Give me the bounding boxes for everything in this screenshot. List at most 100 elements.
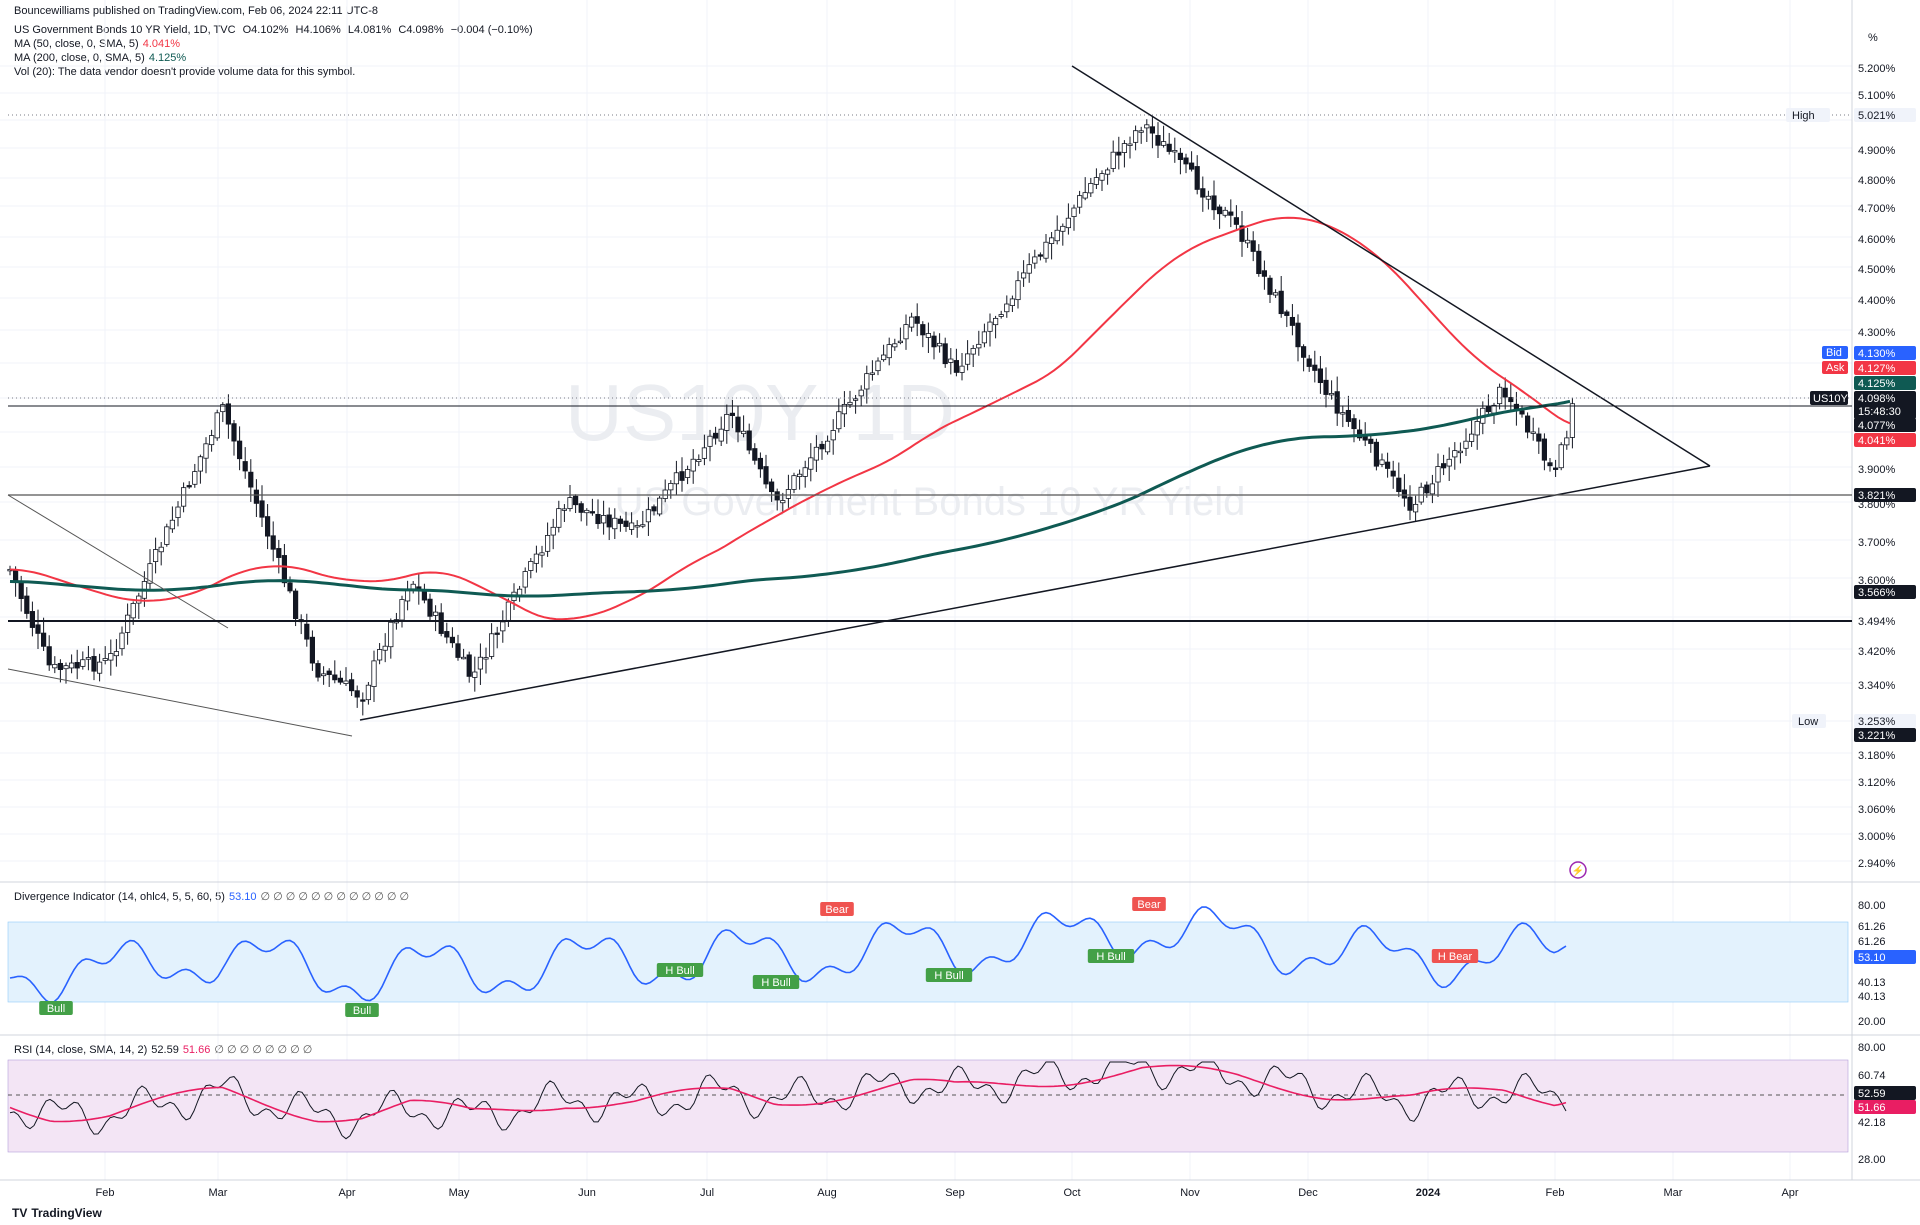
candle-body — [477, 656, 484, 670]
time-tick: Apr — [338, 1187, 355, 1199]
rsi-sma-current-bg — [1854, 1100, 1916, 1114]
watermark-name: US Government Bonds 10 YR Yield — [615, 480, 1246, 524]
candle-body — [1245, 239, 1251, 244]
candle-body — [494, 632, 500, 635]
open-value-bg — [1854, 418, 1916, 432]
candle-body — [1043, 241, 1049, 259]
candle-body — [589, 511, 596, 514]
candle-body — [1368, 438, 1374, 444]
price-tick: 3.420% — [1858, 646, 1896, 658]
price-tick: 5.200% — [1858, 63, 1896, 75]
candle-body — [460, 656, 467, 660]
candle-body — [253, 489, 259, 504]
candle-body — [802, 467, 808, 477]
tradingview-logo[interactable]: TV TradingView — [12, 1206, 102, 1220]
candle-body — [348, 679, 355, 692]
divergence-label: H Bear — [1438, 951, 1473, 963]
candle-body — [1261, 270, 1267, 277]
price-tick: 3.120% — [1858, 777, 1896, 789]
candle-body — [1138, 130, 1144, 133]
candle-body — [1474, 421, 1480, 436]
candle-body — [561, 508, 568, 511]
candle-body — [1385, 461, 1391, 469]
candle-body — [315, 663, 321, 678]
candle-body — [696, 459, 702, 463]
rsi-sma-value: 51.66 — [182, 1044, 211, 1056]
axis-unit: % — [1868, 32, 1878, 44]
channel-upper — [7, 494, 229, 629]
time-tick: Nov — [1180, 1187, 1200, 1199]
price-tick: 3.700% — [1858, 537, 1896, 549]
divergence-label-bg — [39, 1001, 73, 1015]
candle-body — [909, 316, 915, 328]
candle-body — [97, 661, 103, 674]
high-value-bg — [1854, 108, 1916, 122]
candle-body — [1334, 391, 1340, 414]
time-tick: Dec — [1298, 1187, 1318, 1199]
divergence-label-bg — [345, 1003, 379, 1017]
candle-body — [186, 485, 192, 488]
high-value: 5.021% — [1858, 110, 1896, 122]
symbol-legend[interactable]: US Government Bonds 10 YR Yield, 1D, TVC… — [14, 24, 537, 37]
candle-body — [741, 430, 747, 435]
divergence-tick: 40.13 — [1858, 977, 1886, 989]
divergence-legend[interactable]: Divergence Indicator (14, ohlc4, 5, 5, 6… — [14, 891, 410, 903]
ma50-axis-value: 4.041% — [1858, 435, 1896, 447]
candle-body — [651, 506, 657, 512]
candle-body — [1312, 364, 1318, 371]
candle-body — [1536, 433, 1542, 442]
channel-lower — [7, 668, 353, 737]
countdown: 15:48:30 — [1858, 406, 1901, 418]
price-tick: 4.600% — [1858, 234, 1896, 246]
candle-body — [1469, 433, 1475, 442]
ask-value-bg — [1854, 361, 1916, 375]
candle-body — [1166, 143, 1172, 152]
candle-body — [203, 443, 209, 459]
divergence-current-bg — [1854, 950, 1916, 964]
bid-value: 4.130% — [1858, 348, 1896, 360]
high-tag-bg — [1786, 108, 1830, 122]
ma200-legend[interactable]: MA (200, close, 0, SMA, 5) 4.125% — [14, 52, 187, 64]
time-tick: Jul — [700, 1187, 714, 1199]
candle-body — [533, 553, 540, 564]
candle-body — [1390, 470, 1396, 477]
ma50-legend[interactable]: MA (50, close, 0, SMA, 5) 4.041% — [14, 38, 181, 50]
candle-body — [752, 448, 758, 461]
candle-body — [629, 522, 635, 530]
candle-body — [606, 514, 612, 528]
candle-body — [869, 372, 876, 375]
candle-body — [80, 659, 86, 667]
divergence-label: H Bull — [1096, 951, 1125, 963]
candle-body — [164, 526, 170, 545]
candle-body — [1021, 272, 1027, 279]
candle-body — [231, 423, 237, 442]
candle-body — [1558, 444, 1564, 469]
candle-body — [46, 646, 52, 666]
candle-body — [1379, 459, 1385, 465]
rsi-legend[interactable]: RSI (14, close, SMA, 14, 2) 52.59 51.66 ∅ ∅… — [14, 1044, 313, 1056]
candle-body — [1099, 173, 1105, 181]
price-tick: 3.340% — [1858, 680, 1896, 692]
candle-body — [337, 677, 344, 683]
low-tag: Low — [1798, 716, 1818, 728]
support2-value-bg — [1854, 585, 1916, 599]
candle-body — [1183, 157, 1189, 165]
divergence-label-bg — [752, 975, 800, 989]
candle-body — [567, 497, 573, 509]
candle-body — [830, 430, 836, 441]
candle-body — [1351, 418, 1357, 430]
candle-body — [208, 435, 215, 446]
candle-body — [1424, 484, 1430, 494]
candle-body — [1144, 124, 1150, 129]
price-tick: 3.000% — [1858, 831, 1896, 843]
candle-body — [175, 506, 181, 518]
low-value: 3.253% — [1858, 716, 1896, 728]
candle-body — [1239, 225, 1245, 242]
candle-body — [371, 660, 377, 687]
divergence-label: H Bull — [934, 970, 963, 982]
candle-body — [270, 535, 276, 550]
divergence-label-bg — [1132, 897, 1166, 911]
candle-body — [1278, 290, 1284, 315]
candle-body — [617, 518, 624, 524]
